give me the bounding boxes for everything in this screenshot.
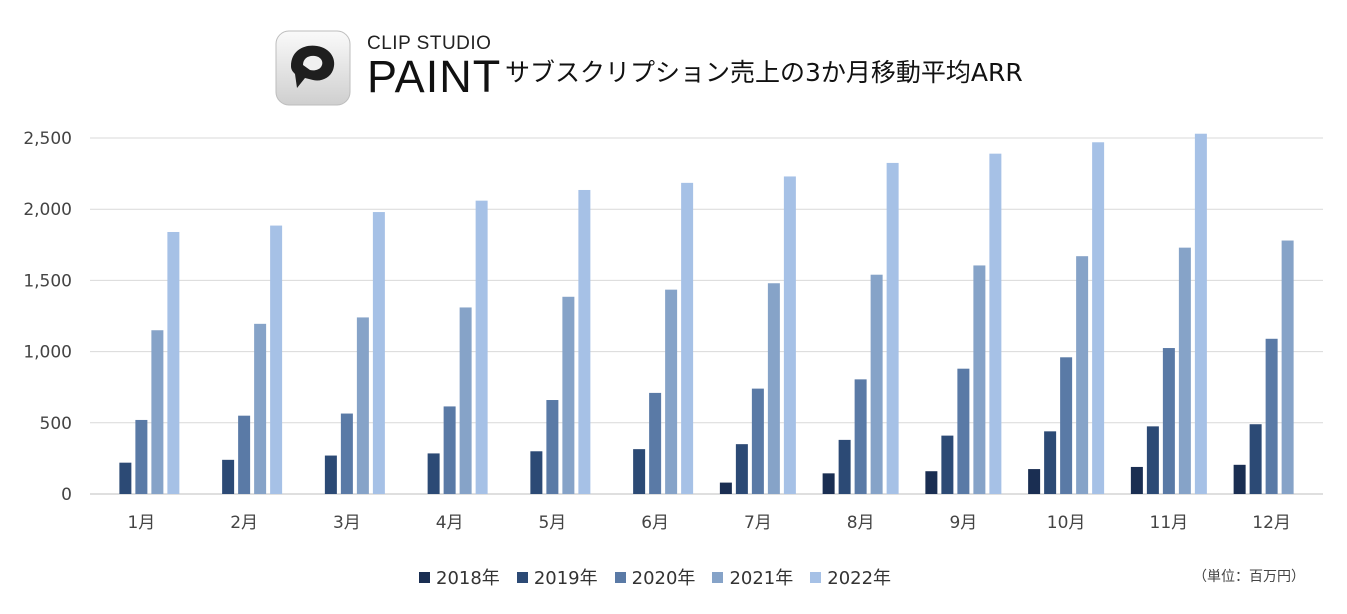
bar-2021-11 [1178, 247, 1191, 494]
y-tick-label: 2,000 [23, 200, 72, 220]
bar-2022-10 [1092, 142, 1105, 494]
bar-2021-10 [1076, 256, 1089, 494]
bar-2022-8 [886, 162, 899, 495]
legend-swatch [516, 571, 528, 583]
bar-2020-4 [443, 406, 456, 494]
clip-studio-logo-icon [275, 30, 351, 106]
x-tick-label: 5月 [538, 513, 566, 533]
bar-2019-12 [1249, 424, 1262, 494]
legend-item-2022: 2022年 [810, 564, 891, 590]
y-axis-ticks: 0 500 1,000 1,500 2,000 2,500 [23, 129, 72, 505]
chart-title: サブスクリプション売上の3か月移動平均ARR [505, 58, 1023, 87]
unit-note: （単位：百万円） [1193, 569, 1305, 585]
bar-2019-9 [941, 435, 954, 494]
bar-2020-9 [957, 368, 970, 494]
bar-2019-7 [735, 444, 748, 494]
bar-2022-9 [989, 153, 1002, 494]
bar-chart: 0 500 1,000 1,500 2,000 2,500 1月 2月 3月 4月 5月 6月 7月 8… [23, 129, 1323, 533]
legend-label: 2018年 [436, 568, 500, 589]
bar-2018-11 [1130, 466, 1143, 494]
bar-2020-6 [649, 392, 662, 494]
x-tick-label: 10月 [1047, 513, 1086, 533]
bar-2018-10 [1028, 469, 1041, 494]
legend-label: 2019年 [533, 568, 598, 589]
bar-2019-3 [324, 455, 337, 494]
legend-swatch [810, 571, 822, 583]
gridlines [90, 137, 1323, 495]
bar-2019-8 [838, 439, 851, 494]
y-tick-label: 0 [61, 485, 72, 505]
x-tick-label: 3月 [333, 513, 361, 533]
brand-wordmark: CLIP STUDIO PAINT [367, 34, 501, 100]
bar-2018-7 [719, 482, 732, 494]
bar-2019-1 [119, 462, 132, 494]
bar-2019-6 [633, 449, 646, 494]
bar-2022-11 [1194, 133, 1207, 494]
legend-item-2018: 2018年 [419, 564, 500, 590]
bar-2020-8 [854, 379, 867, 494]
bar-2021-2 [254, 323, 267, 494]
bar-2020-3 [340, 413, 353, 494]
x-tick-label: 8月 [847, 513, 875, 533]
bar-2021-1 [151, 330, 164, 494]
x-axis-ticks: 1月 2月 3月 4月 5月 6月 7月 8月 9月 10月 11月 12月 [127, 513, 1290, 533]
bar-2021-12 [1281, 240, 1294, 494]
x-tick-label: 7月 [744, 513, 772, 533]
y-tick-label: 1,000 [23, 343, 72, 363]
bar-2022-3 [372, 212, 385, 494]
legend-swatch [614, 571, 626, 583]
x-tick-label: 1月 [127, 513, 155, 533]
x-tick-label: 6月 [641, 513, 669, 533]
x-tick-label: 9月 [949, 513, 977, 533]
bar-2021-9 [973, 265, 986, 494]
bar-2021-7 [767, 283, 780, 494]
bar-2022-4 [475, 200, 488, 494]
bar-2021-4 [459, 307, 472, 494]
brand-top-text: CLIP STUDIO [367, 33, 492, 54]
x-tick-label: 4月 [436, 513, 464, 533]
bar-2020-7 [751, 388, 764, 494]
legend-item-2021: 2021年 [712, 564, 793, 590]
legend: 2018年 2019年 2020年 2021年 2022年 [419, 564, 908, 590]
bars [119, 133, 1294, 495]
y-tick-label: 500 [40, 414, 72, 434]
bar-2019-4 [427, 453, 440, 494]
bar-2020-10 [1060, 357, 1073, 494]
bar-2021-3 [356, 317, 369, 494]
legend-label: 2021年 [729, 568, 794, 589]
legend-swatch [712, 571, 724, 583]
legend-item-2020: 2020年 [614, 564, 696, 590]
bar-2018-9 [925, 471, 938, 494]
bar-2022-1 [167, 231, 180, 494]
bar-2020-2 [238, 415, 251, 494]
bar-2020-12 [1265, 338, 1278, 494]
legend-swatch [419, 571, 430, 583]
brand-main-text: PAINT [367, 51, 502, 102]
legend-label: 2022年 [827, 568, 892, 589]
x-tick-label: 11月 [1150, 513, 1189, 533]
bar-2022-5 [578, 189, 591, 494]
chart-header: CLIP STUDIO PAINT サブスクリプション売上の3か月移動平均ARR [0, 0, 1347, 110]
bar-2018-12 [1233, 464, 1246, 494]
bar-2020-5 [546, 400, 559, 494]
legend-label: 2020年 [631, 568, 696, 589]
bar-2020-11 [1162, 348, 1175, 494]
bar-2020-1 [135, 419, 148, 494]
y-tick-label: 1,500 [23, 271, 72, 291]
bar-2021-6 [665, 289, 678, 494]
x-tick-label: 2月 [230, 513, 258, 533]
bar-2021-8 [870, 274, 883, 494]
y-tick-label: 2,500 [23, 129, 72, 149]
bar-2019-2 [222, 459, 235, 494]
legend-item-2019: 2019年 [516, 564, 598, 590]
bar-2018-8 [822, 473, 835, 494]
x-tick-label: 12月 [1252, 513, 1291, 533]
bar-2019-5 [530, 451, 543, 494]
bar-2019-10 [1044, 431, 1057, 494]
bar-2021-5 [562, 296, 575, 494]
bar-2022-7 [783, 176, 796, 494]
bar-2019-11 [1146, 426, 1159, 494]
bar-2022-6 [681, 182, 694, 494]
bar-2022-2 [270, 225, 283, 495]
